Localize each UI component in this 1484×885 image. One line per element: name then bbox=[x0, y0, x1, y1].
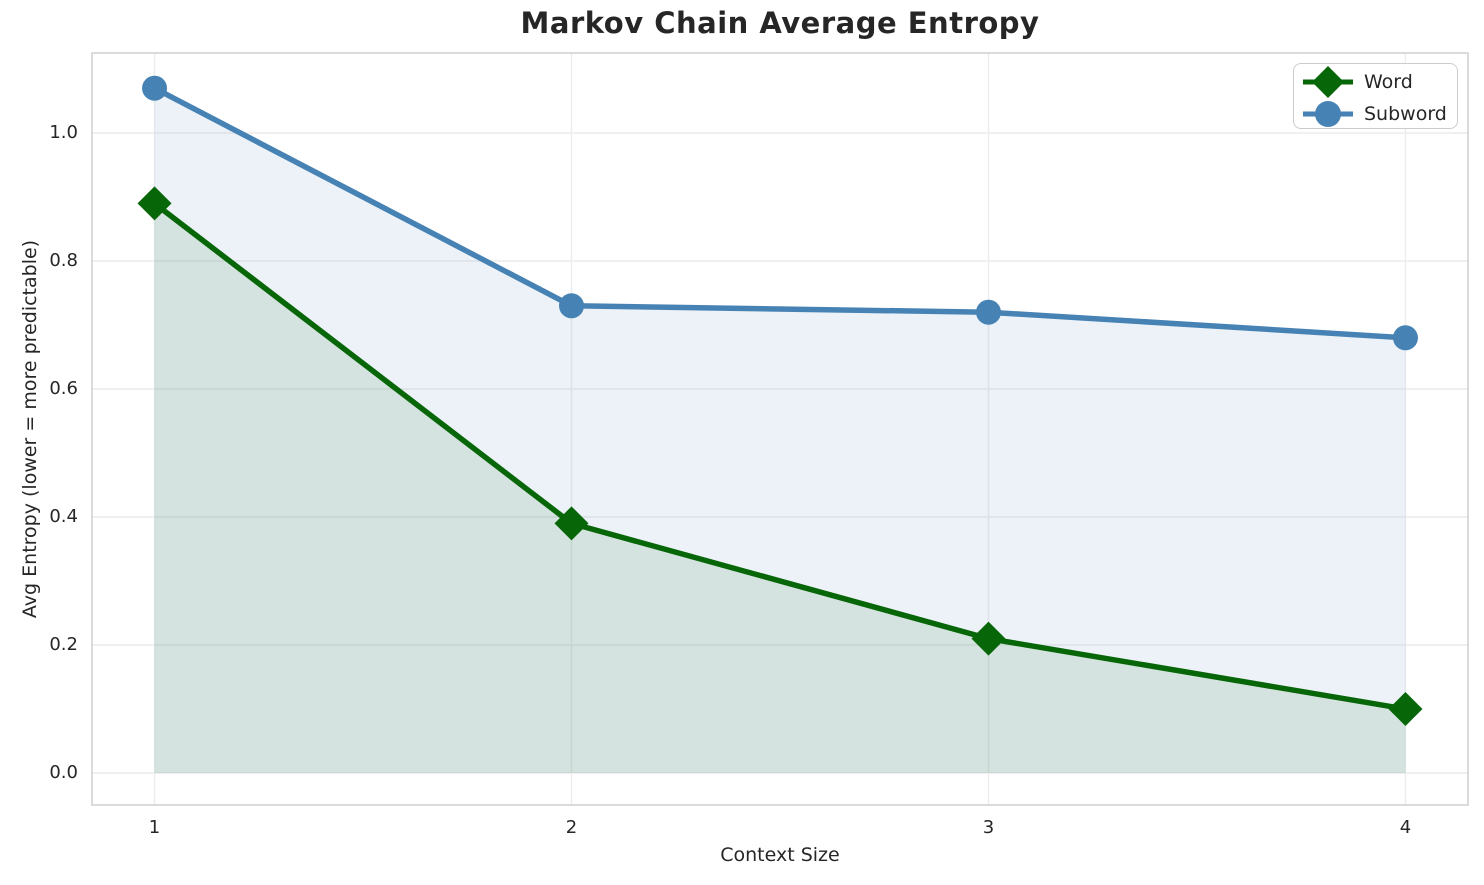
subword-marker bbox=[975, 299, 1001, 325]
x-tick-label: 2 bbox=[565, 817, 578, 838]
x-tick-label: 3 bbox=[982, 817, 995, 838]
y-tick-label: 0.0 bbox=[49, 762, 78, 783]
word-marker bbox=[554, 506, 589, 541]
subword-marker bbox=[142, 75, 168, 101]
legend-item-word: Word bbox=[1302, 66, 1449, 98]
area-fills bbox=[154, 88, 1406, 773]
word-area-fill bbox=[154, 203, 1406, 773]
x-axis-label: Context Size bbox=[720, 844, 840, 866]
plot-border bbox=[91, 52, 1469, 806]
x-tick-label: 4 bbox=[1399, 817, 1412, 838]
word-marker bbox=[971, 621, 1006, 656]
y-tick-label: 0.8 bbox=[49, 250, 78, 271]
subword-circle-marker-icon bbox=[1303, 101, 1353, 127]
x-tick-label: 1 bbox=[148, 817, 161, 838]
series-markers bbox=[137, 75, 1423, 726]
gridlines bbox=[92, 53, 1468, 805]
word-line bbox=[152, 201, 1406, 712]
subword-line bbox=[153, 85, 1406, 341]
legend-label-word: Word bbox=[1364, 70, 1413, 93]
y-tick-label: 1.0 bbox=[49, 122, 78, 143]
series-lines bbox=[152, 85, 1406, 712]
word-diamond-marker-icon bbox=[1303, 66, 1353, 98]
legend: Word Subword bbox=[1293, 63, 1458, 129]
subword-marker bbox=[1392, 325, 1418, 351]
y-tick-label: 0.6 bbox=[49, 378, 78, 399]
word-marker bbox=[1388, 692, 1423, 726]
y-tick-label: 0.2 bbox=[49, 634, 78, 655]
subword-marker bbox=[559, 293, 585, 319]
legend-item-subword: Subword bbox=[1302, 98, 1449, 130]
legend-label-subword: Subword bbox=[1364, 102, 1447, 125]
subword-area-fill bbox=[154, 88, 1406, 773]
y-tick-label: 0.4 bbox=[49, 506, 78, 527]
word-marker bbox=[137, 186, 172, 221]
chart-title: Markov Chain Average Entropy bbox=[520, 6, 1040, 40]
